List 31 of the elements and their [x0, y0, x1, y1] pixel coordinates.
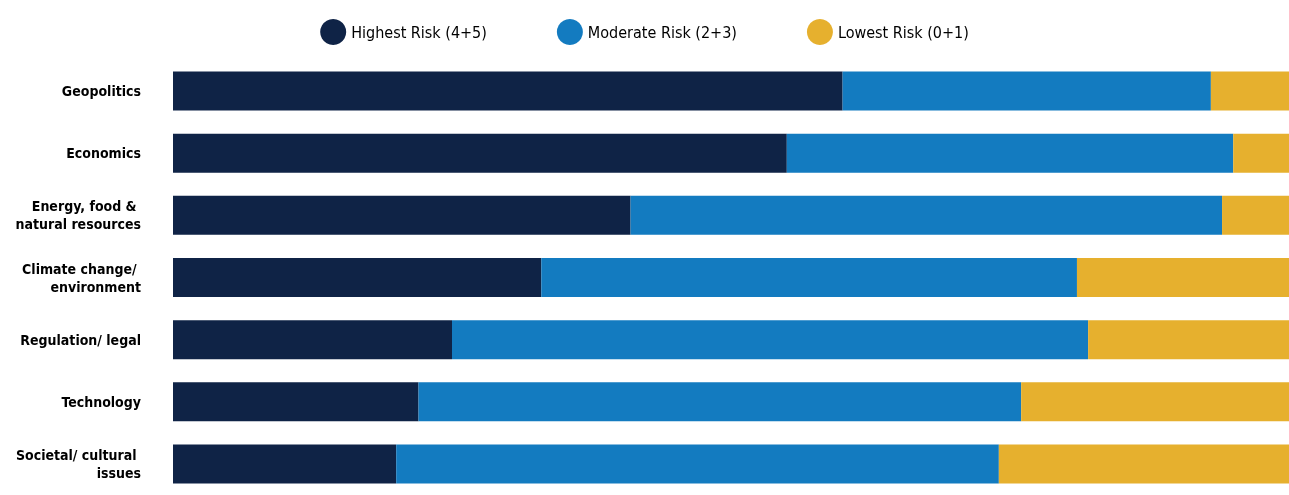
bar	[1021, 382, 1289, 422]
bar	[630, 195, 1223, 235]
bar	[173, 382, 419, 422]
y-tick-label: Energy, food & natural resources	[15, 198, 141, 233]
y-tick-label: Technology	[61, 393, 141, 410]
y-tick-label: Economics	[66, 145, 141, 162]
bar	[998, 444, 1289, 484]
bar	[173, 444, 397, 484]
legend-label: Highest Risk (4+5)	[351, 22, 487, 42]
y-tick-label: Geopolitics	[61, 83, 141, 100]
bar	[173, 195, 631, 235]
bar	[173, 258, 542, 297]
bar	[1076, 258, 1289, 297]
bar	[452, 320, 1089, 360]
y-tick-label: Climate change/ environment	[22, 260, 141, 295]
bar	[396, 444, 999, 484]
legend-label: Moderate Risk (2+3)	[587, 22, 737, 42]
legend-label: Lowest Risk (0+1)	[837, 22, 969, 42]
bar	[786, 133, 1234, 173]
bar	[1233, 133, 1289, 173]
bar	[173, 71, 843, 111]
bar	[173, 320, 452, 360]
bar	[1222, 195, 1289, 235]
bar	[1088, 320, 1289, 360]
bar	[1210, 71, 1289, 111]
y-tick-label: Regulation/ legal	[20, 331, 141, 348]
bar	[418, 382, 1022, 422]
bar	[541, 258, 1077, 297]
y-tick-label: Societal/ cultural issues	[15, 446, 141, 481]
bar	[173, 133, 787, 173]
bar	[842, 71, 1211, 111]
